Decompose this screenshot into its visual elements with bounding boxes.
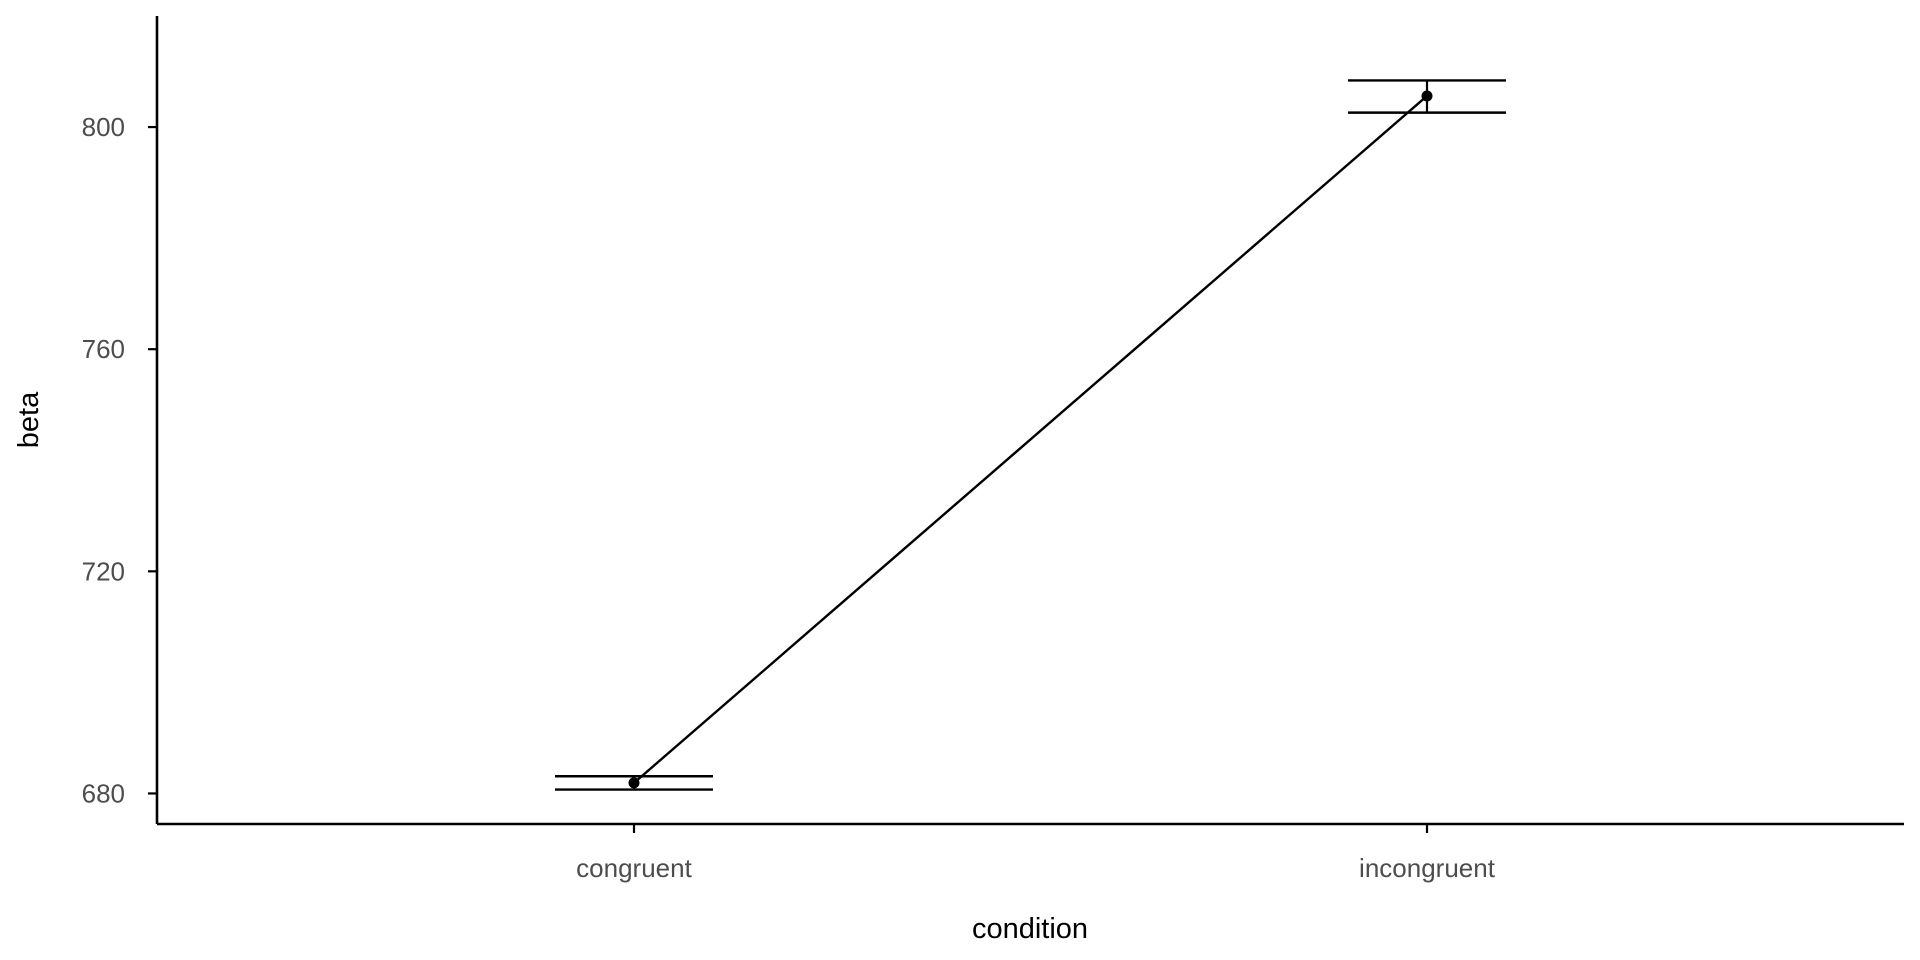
y-axis-title: beta: [13, 391, 45, 448]
x-tick-label: incongruent: [1359, 853, 1496, 883]
data-point: [1421, 90, 1433, 102]
x-tick-label: congruent: [576, 853, 692, 883]
y-tick-label: 680: [82, 778, 125, 808]
plot-marks: [555, 79, 1506, 791]
x-ticks: congruent incongruent: [576, 824, 1496, 883]
data-point: [628, 777, 640, 789]
y-tick-label: 720: [82, 556, 125, 586]
y-tick-label: 800: [82, 112, 125, 142]
series-line: [633, 95, 1428, 784]
y-tick-label: 760: [82, 334, 125, 364]
x-axis-title: condition: [972, 913, 1088, 945]
y-ticks: 680 720 760 800: [82, 112, 157, 808]
